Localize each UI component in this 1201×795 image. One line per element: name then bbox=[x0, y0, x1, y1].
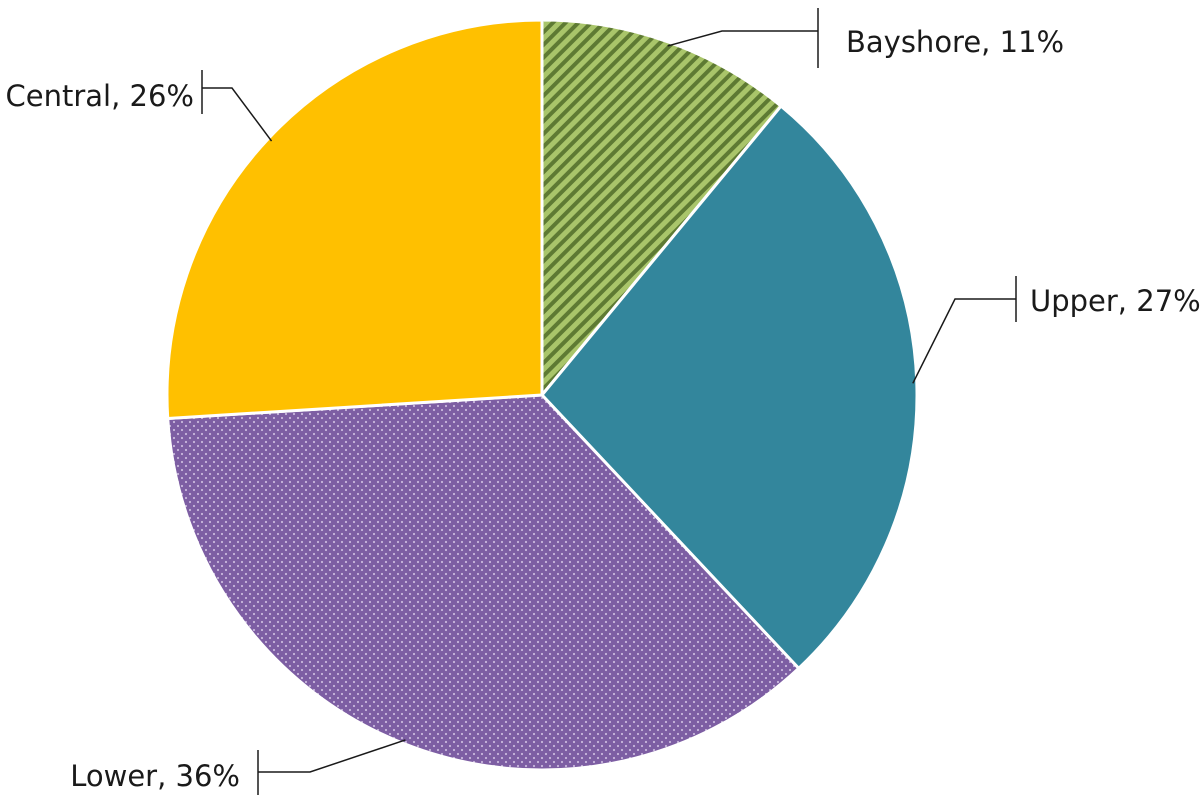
pie-slices bbox=[165, 18, 919, 772]
pie-slice-central bbox=[165, 18, 544, 421]
pie-slice-upper bbox=[540, 104, 919, 670]
data-label-lower: Lower, 36% bbox=[70, 759, 240, 793]
data-label-central: Central, 26% bbox=[6, 79, 195, 113]
leader-line-lower bbox=[258, 739, 406, 773]
pie-slice-lower bbox=[166, 393, 801, 772]
pie-slice-bayshore bbox=[540, 18, 783, 397]
data-labels: Bayshore, 11% Upper, 27% Lower, 36% Central… bbox=[6, 25, 1201, 793]
leader-line-upper bbox=[912, 298, 1016, 384]
data-label-upper: Upper, 27% bbox=[1030, 284, 1201, 318]
leader-lines bbox=[201, 8, 1017, 795]
data-label-bayshore: Bayshore, 11% bbox=[846, 25, 1064, 59]
leader-line-bayshore bbox=[667, 30, 818, 47]
leader-line-central bbox=[202, 87, 273, 142]
